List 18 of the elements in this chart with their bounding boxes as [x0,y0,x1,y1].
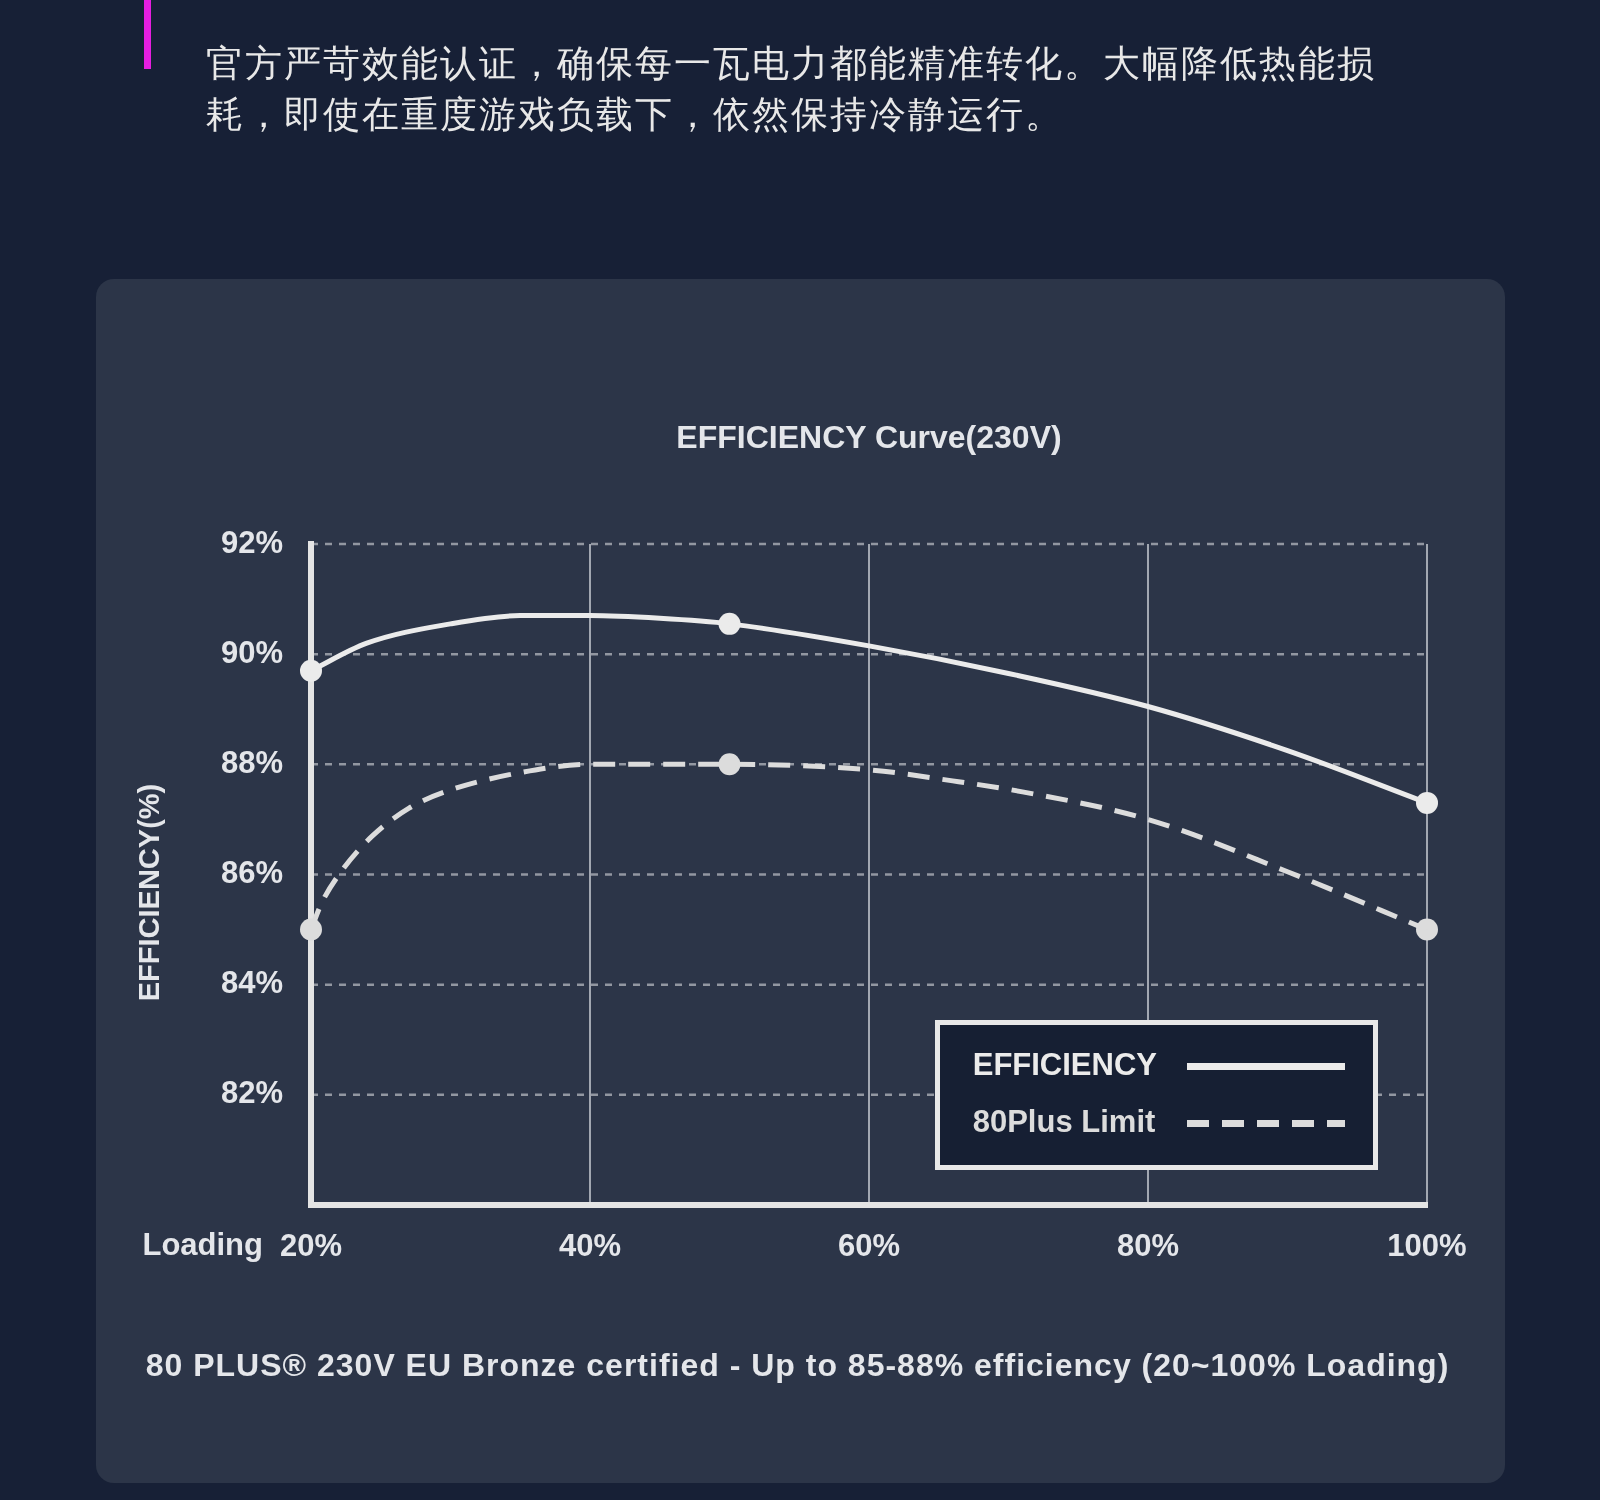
text: EFFICIENCY [972,1047,1158,1083]
text: 80 PLUS® 230V EU Bronze certified - Up to 85-88% efficiency (20~100% Loading) [145,1346,1450,1383]
x-tick-label: 40% [558,1228,622,1264]
y-tick-label: 86% [220,855,283,891]
y-tick-label: 84% [220,965,283,1001]
x-tick-label: 80% [1116,1228,1180,1264]
y-tick-label: 90% [220,634,283,670]
y-tick-label: 88% [220,744,283,780]
x-tick-label: 100% [1387,1228,1467,1264]
text: 80Plus Limit [972,1104,1156,1140]
x-tick-label: 20% [279,1228,343,1264]
chart-title: EFFICIENCY Curve(230V) [676,418,1062,455]
text: 官方严苛效能认证，确保每一瓦电力都能精准转化。大幅降低热能损耗，即使在重度游戏负载下，依然保持冷静运行。 [206,41,1377,138]
x-tick-label: 60% [837,1228,901,1264]
y-tick-label: 82% [220,1075,283,1111]
x-axis-title: Loading [142,1226,263,1262]
y-tick-label: 92% [220,524,283,560]
y-axis-title: EFFICIENCY(%) [133,783,165,1002]
